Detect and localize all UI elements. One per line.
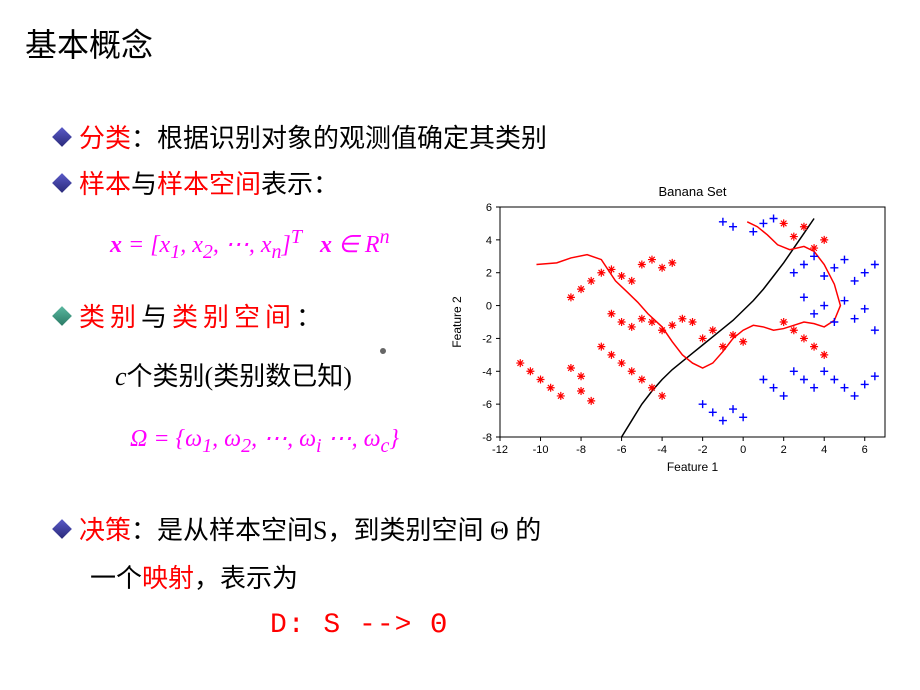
b2-r2: 样本空间 — [157, 170, 261, 199]
svg-text:0: 0 — [740, 444, 746, 456]
svg-text:6: 6 — [486, 202, 492, 214]
bullet-3: 类别与类别空间： — [55, 297, 327, 334]
b3-b2: ： — [296, 303, 327, 332]
diamond-icon — [52, 306, 72, 326]
svg-text:-2: -2 — [698, 444, 708, 456]
svg-text:Feature 1: Feature 1 — [667, 460, 719, 474]
svg-text:6: 6 — [862, 444, 868, 456]
b4-l2-b: 一个 — [90, 564, 142, 593]
b3-r1: 类别 — [79, 303, 141, 332]
bullet-4-line2: 一个映射，表示为 — [90, 558, 298, 595]
b2-b2: 表示： — [261, 170, 339, 199]
svg-text:-4: -4 — [482, 366, 492, 378]
decision-mapping-formula: D: S --> Θ — [270, 610, 448, 641]
b3-r2: 类别空间 — [172, 303, 296, 332]
svg-text:-2: -2 — [482, 333, 492, 345]
formula-sample-vector: x = [x1, x2, ⋯, xn]T x ∈ Rn — [110, 226, 390, 264]
svg-text:Feature 2: Feature 2 — [450, 296, 464, 348]
svg-text:0: 0 — [486, 301, 492, 313]
chart-svg: -12 -10 -8 -6 -4 -2 0 2 4 6 -8 -6 -4 -2 0 2 4 6 Banana Set… — [445, 182, 895, 477]
svg-text:2: 2 — [781, 444, 787, 456]
svg-text:Banana Set: Banana Set — [659, 184, 727, 199]
svg-text:-8: -8 — [576, 444, 586, 456]
svg-text:-12: -12 — [492, 444, 508, 456]
bullet-2: 样本与样本空间表示： — [55, 164, 339, 201]
banana-set-chart: -12 -10 -8 -6 -4 -2 0 2 4 6 -8 -6 -4 -2 0 2 4 6 Banana Set… — [445, 182, 895, 477]
svg-text:-10: -10 — [533, 444, 549, 456]
b4-l2-r: 映射 — [142, 564, 194, 593]
svg-text:-6: -6 — [482, 399, 492, 411]
formula-class-space: Ω = {ω1, ω2, ⋯, ωi ⋯, ωc} — [130, 424, 399, 458]
svg-text:2: 2 — [486, 268, 492, 280]
b4-rest1: ：是从样本空间S，到类别空间 Θ 的 — [131, 516, 541, 545]
b4-red: 决策 — [79, 516, 131, 545]
svg-text:-4: -4 — [657, 444, 667, 456]
b4-l2-rest: ，表示为 — [194, 564, 298, 593]
svg-text:-8: -8 — [482, 432, 492, 444]
b1-red: 分类 — [79, 124, 131, 153]
bullet-4: 决策：是从样本空间S，到类别空间 Θ 的 — [55, 510, 541, 547]
b3-b1: 与 — [141, 303, 172, 332]
b2-b1: 与 — [131, 170, 157, 199]
svg-text:4: 4 — [486, 235, 492, 247]
diamond-icon — [52, 127, 72, 147]
bullet-3-sub: c个类别(类别数已知) — [115, 356, 352, 393]
page-title: 基本概念 — [25, 20, 153, 66]
diamond-icon — [52, 519, 72, 539]
page-marker-icon — [380, 348, 386, 354]
diamond-icon — [52, 173, 72, 193]
b1-rest: ：根据识别对象的观测值确定其类别 — [131, 124, 547, 153]
b2-r1: 样本 — [79, 170, 131, 199]
b3-sub: 个类别(类别数已知) — [127, 362, 352, 391]
bullet-1: 分类：根据识别对象的观测值确定其类别 — [55, 118, 547, 155]
b3-sub-c: c — [115, 362, 127, 391]
svg-text:4: 4 — [821, 444, 827, 456]
svg-text:-6: -6 — [617, 444, 627, 456]
